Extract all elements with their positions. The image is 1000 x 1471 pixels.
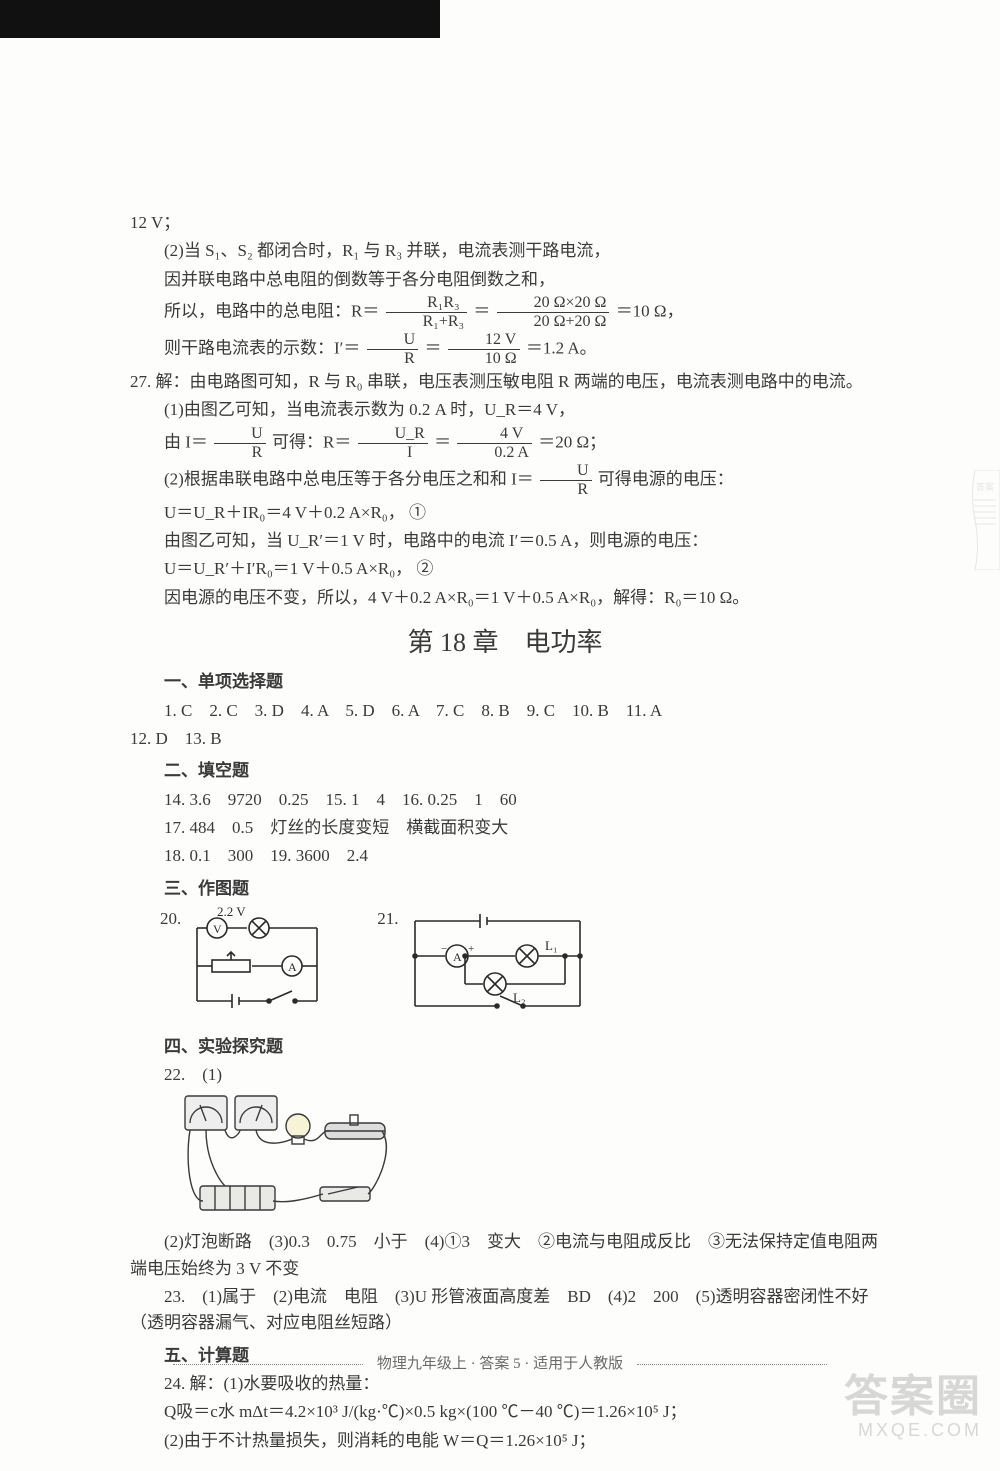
fraction: UR <box>214 426 266 461</box>
fraction: U_RI <box>358 426 428 461</box>
watermark: 答案圈 MXQE.COM <box>844 1373 982 1441</box>
watermark-big: 答案圈 <box>844 1373 982 1421</box>
footer-text: 物理九年级上 · 答案 5 · 适用于人教版 <box>377 1356 623 1372</box>
formula-line: 由 I＝ UR 可得：R＝ U_RI ＝ 4 V0.2 A ＝20 Ω； <box>130 426 880 461</box>
circuit-diagram-21: A − + L₁ <box>405 906 595 1026</box>
figure-21: 21. <box>377 906 594 1026</box>
figure-label: 21. <box>377 906 398 932</box>
figure-22 <box>170 1091 880 1229</box>
fraction: UR <box>367 332 419 367</box>
text: 所以，电路中的总电阻：R＝ <box>164 301 379 320</box>
header-black-bar <box>0 0 440 38</box>
chapter-title: 第 18 章 电功率 <box>130 623 880 663</box>
text: (2)根据串联电路中总电压等于各分电压之和和 I＝ <box>164 469 534 488</box>
text-line: (1)由图乙可知，当电流表示数为 0.2 A 时，U_R＝4 V， <box>130 397 880 423</box>
mc-answers: 12. D 13. B <box>130 726 880 752</box>
eq: ＝ <box>473 301 490 320</box>
formula-line: 所以，电路中的总电阻：R＝ R₁R₃R₁+R₃ ＝ 20 Ω×20 Ω20 Ω+… <box>130 295 880 330</box>
fill-blank: 14. 3.6 9720 0.25 15. 1 4 16. 0.25 1 60 <box>130 787 880 813</box>
fraction: 4 V0.2 A <box>457 426 532 461</box>
fill-blank: 18. 0.1 300 19. 3600 2.4 <box>130 843 880 869</box>
q23-answers: 23. (1)属于 (2)电流 电阻 (3)U 形管液面高度差 BD (4)2 … <box>130 1284 880 1337</box>
text-line: U＝U_R＋IR₀＝4 V＋0.2 A×R₀， ① <box>130 500 880 526</box>
text-line: 因电源的电压不变，所以，4 V＋0.2 A×R₀＝1 V＋0.5 A×R₀，解得… <box>130 585 880 611</box>
text: ＝10 Ω， <box>616 301 684 320</box>
text: ＝1.2 A。 <box>526 338 597 357</box>
svg-text:答案: 答案 <box>976 481 994 492</box>
text: 可得：R＝ <box>272 432 351 451</box>
q24-line: (2)由于不计热量损失，则消耗的电能 W＝Q＝1.26×10⁵ J； <box>130 1428 880 1454</box>
text-line: 因并联电路中总电阻的倒数等于各分电阻倒数之和， <box>130 267 880 293</box>
svg-text:−: − <box>441 943 447 955</box>
svg-text:L₁: L₁ <box>545 938 557 953</box>
section-heading: 一、单项选择题 <box>130 669 880 695</box>
section-heading: 四、实验探究题 <box>130 1034 880 1060</box>
text-line: U＝U_R′＋I′R₀＝1 V＋0.5 A×R₀， ② <box>130 556 880 582</box>
svg-text:A: A <box>453 950 462 964</box>
circuit-diagram-20: 2.2 V V A <box>187 906 337 1016</box>
svg-text:V: V <box>213 922 222 936</box>
q27-head: 27. 解：由电路图可知，R 与 R₀ 串联，电压表测压敏电阻 R 两端的电压，… <box>96 369 880 395</box>
text: 则干路电流表的示数：I′＝ <box>164 338 360 357</box>
section-heading: 二、填空题 <box>130 758 880 784</box>
fraction: 12 V10 Ω <box>448 332 520 367</box>
q24-line: Q吸＝c水 mΔt＝4.2×10³ J/(kg·℃)×0.5 kg×(100 ℃… <box>130 1399 880 1425</box>
q22-answers: (2)灯泡断路 (3)0.3 0.75 小于 (4)①3 变大 ②电流与电阻成反… <box>130 1229 880 1282</box>
fraction: UR <box>540 463 592 498</box>
page: 答案 12 V； (2)当 S₁、S₂ 都闭合时，R₁ 与 R₃ 并联，电流表测… <box>0 0 1000 1471</box>
text: ＝20 Ω； <box>538 432 606 451</box>
voltage-label: 2.2 V <box>217 906 246 919</box>
figure-20: 20. 2.2 V V A <box>160 906 337 1026</box>
fraction: 20 Ω×20 Ω20 Ω+20 Ω <box>497 295 610 330</box>
figure-label: 20. <box>160 906 181 932</box>
formula-line: (2)根据串联电路中总电压等于各分电压之和和 I＝ UR 可得电源的电压： <box>130 463 880 498</box>
formula-line: 则干路电流表的示数：I′＝ UR ＝ 12 V10 Ω ＝1.2 A。 <box>130 332 880 367</box>
q22-head: 22. (1) <box>130 1062 880 1088</box>
figure-row: 20. 2.2 V V A <box>160 906 880 1026</box>
edge-tab-decoration: 答案 <box>970 470 1000 570</box>
prev-fragment: 12 V； <box>130 210 880 236</box>
svg-text:A: A <box>288 960 297 974</box>
text: 可得电源的电压： <box>598 469 734 488</box>
fill-blank: 17. 484 0.5 灯丝的长度变短 横截面积变大 <box>130 815 880 841</box>
svg-text:+: + <box>468 943 474 955</box>
text-line: (2)当 S₁、S₂ 都闭合时，R₁ 与 R₃ 并联，电流表测干路电流， <box>130 238 880 264</box>
svg-text:L₂: L₂ <box>513 990 525 1005</box>
text: 由 I＝ <box>164 432 208 451</box>
experiment-apparatus-sketch <box>170 1091 400 1221</box>
text-line: 由图乙可知，当 U_R′＝1 V 时，电路中的电流 I′＝0.5 A，则电源的电… <box>130 528 880 554</box>
fraction: R₁R₃R₁+R₃ <box>386 295 468 330</box>
mc-answers: 1. C 2. C 3. D 4. A 5. D 6. A 7. C 8. B … <box>130 698 880 724</box>
watermark-small: MXQE.COM <box>844 1421 982 1441</box>
section-heading: 三、作图题 <box>130 876 880 902</box>
